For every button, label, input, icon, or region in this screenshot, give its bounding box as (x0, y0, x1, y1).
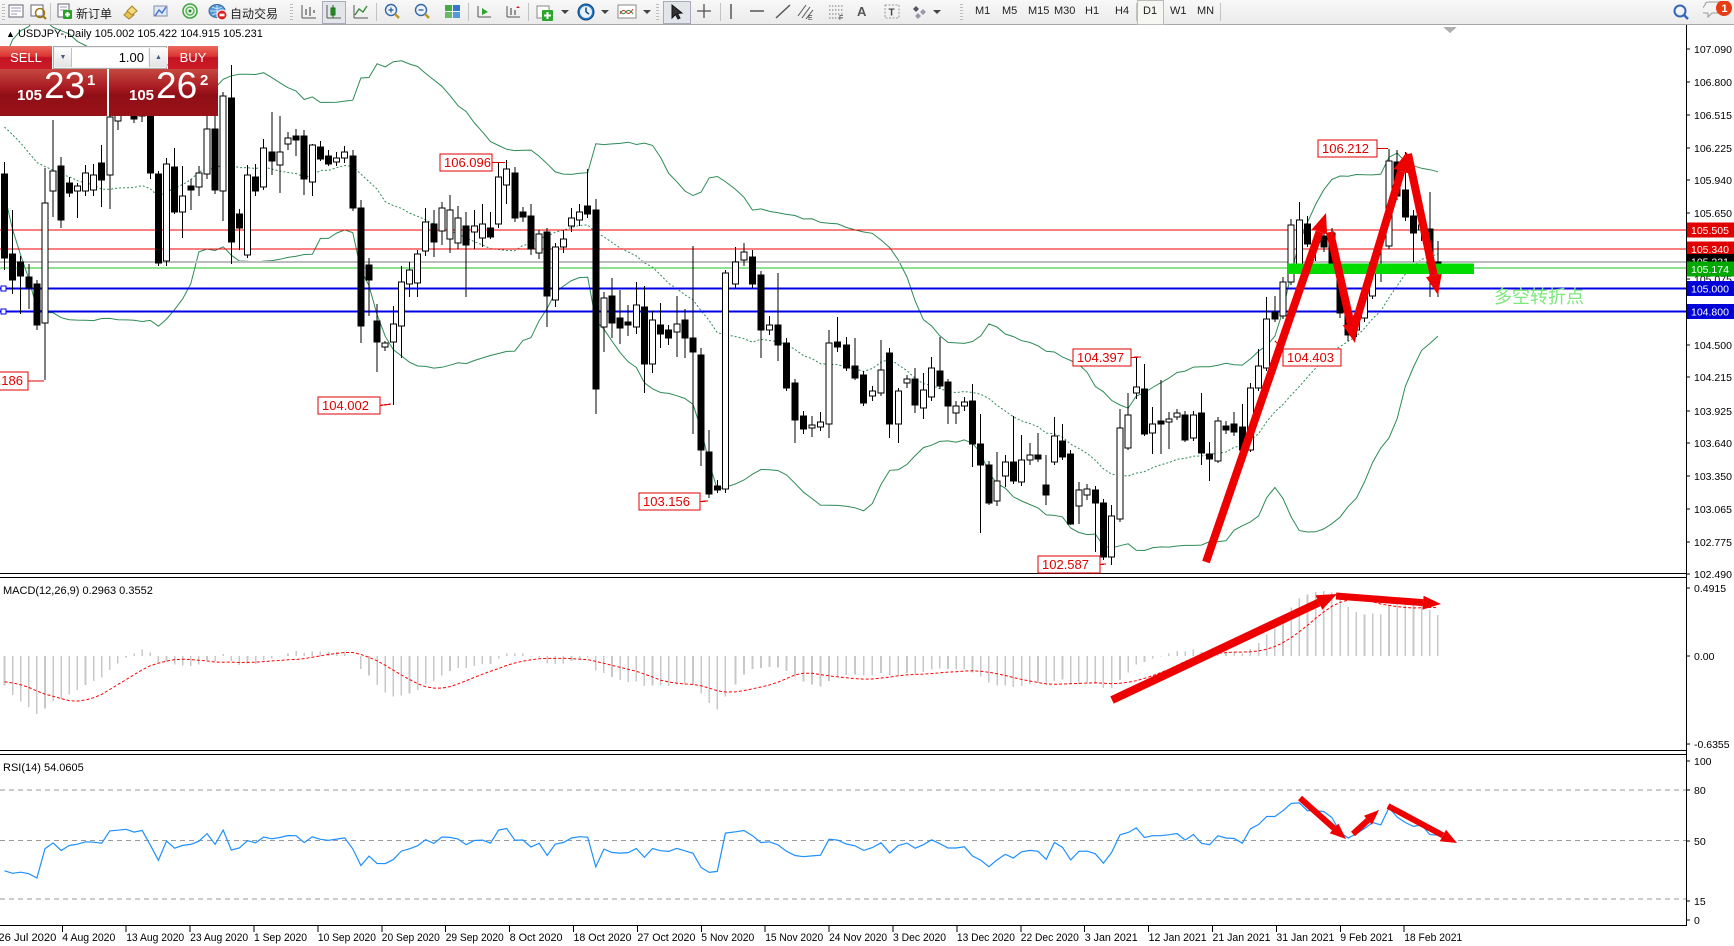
svg-text:103.065: 103.065 (1694, 504, 1732, 516)
svg-text:31 Jan 2021: 31 Jan 2021 (1276, 932, 1334, 944)
svg-text:106.096: 106.096 (444, 155, 491, 170)
svg-text:50: 50 (1694, 836, 1706, 848)
svg-text:102.490: 102.490 (1694, 569, 1732, 581)
svg-text:15: 15 (1694, 896, 1706, 908)
svg-text:13 Aug 2020: 13 Aug 2020 (126, 932, 184, 944)
svg-text:0.4915: 0.4915 (1694, 583, 1726, 595)
svg-text:106.225: 106.225 (1694, 143, 1732, 155)
svg-text:106.800: 106.800 (1694, 77, 1732, 89)
svg-text:105.174: 105.174 (1691, 264, 1729, 276)
svg-text:104.002: 104.002 (322, 398, 369, 413)
svg-text:106.515: 106.515 (1694, 110, 1732, 122)
svg-text:103.156: 103.156 (643, 494, 690, 509)
svg-text:103.350: 103.350 (1694, 471, 1732, 483)
svg-text:103.925: 103.925 (1694, 406, 1732, 418)
svg-text:105.650: 105.650 (1694, 208, 1732, 220)
svg-text:100: 100 (1694, 756, 1712, 768)
svg-text:23 Aug 2020: 23 Aug 2020 (190, 932, 248, 944)
svg-text:13 Dec 2020: 13 Dec 2020 (957, 932, 1015, 944)
svg-text:20 Sep 2020: 20 Sep 2020 (382, 932, 440, 944)
svg-text:多空转折点: 多空转折点 (1494, 287, 1584, 307)
svg-text:22 Dec 2020: 22 Dec 2020 (1021, 932, 1079, 944)
svg-text:106.212: 106.212 (1322, 141, 1369, 156)
svg-text:26 Jul 2020: 26 Jul 2020 (0, 932, 56, 944)
svg-text:3 Dec 2020: 3 Dec 2020 (893, 932, 946, 944)
svg-text:104.500: 104.500 (1694, 340, 1732, 352)
svg-text:18 Feb 2021: 18 Feb 2021 (1404, 932, 1462, 944)
svg-text:1: 1 (1722, 3, 1728, 15)
svg-text:3 Jan 2021: 3 Jan 2021 (1085, 932, 1138, 944)
svg-text:29 Sep 2020: 29 Sep 2020 (446, 932, 504, 944)
svg-text:4 Aug 2020: 4 Aug 2020 (62, 932, 115, 944)
svg-text:1 Sep 2020: 1 Sep 2020 (254, 932, 307, 944)
svg-text:18 Oct 2020: 18 Oct 2020 (574, 932, 632, 944)
svg-text:24 Nov 2020: 24 Nov 2020 (829, 932, 887, 944)
svg-text:107.090: 107.090 (1694, 44, 1732, 56)
svg-text:104.403: 104.403 (1287, 350, 1334, 365)
svg-text:104.186: 104.186 (0, 373, 23, 388)
svg-text:-0.6355: -0.6355 (1694, 739, 1730, 751)
svg-text:80: 80 (1694, 785, 1706, 797)
svg-text:104.215: 104.215 (1694, 372, 1732, 384)
svg-text:0: 0 (1694, 915, 1700, 927)
svg-text:8 Oct 2020: 8 Oct 2020 (510, 932, 563, 944)
svg-text:0.00: 0.00 (1694, 651, 1715, 663)
svg-text:27 Oct 2020: 27 Oct 2020 (637, 932, 695, 944)
svg-text:10 Sep 2020: 10 Sep 2020 (318, 932, 376, 944)
svg-text:9 Feb 2021: 9 Feb 2021 (1340, 932, 1393, 944)
svg-text:105.340: 105.340 (1691, 244, 1729, 256)
svg-text:MACD(12,26,9) 0.2963 0.3552: MACD(12,26,9) 0.2963 0.3552 (3, 585, 153, 597)
svg-text:5 Nov 2020: 5 Nov 2020 (701, 932, 754, 944)
svg-text:15 Nov 2020: 15 Nov 2020 (765, 932, 823, 944)
svg-text:103.640: 103.640 (1694, 438, 1732, 450)
svg-text:12 Jan 2021: 12 Jan 2021 (1149, 932, 1207, 944)
svg-text:102.587: 102.587 (1042, 557, 1089, 572)
svg-text:104.800: 104.800 (1691, 307, 1729, 319)
svg-text:T: T (889, 8, 895, 19)
svg-text:104.397: 104.397 (1077, 350, 1124, 365)
svg-text:F: F (839, 15, 843, 21)
svg-text:105.940: 105.940 (1694, 175, 1732, 187)
svg-text:105.000: 105.000 (1691, 284, 1729, 296)
svg-text:102.775: 102.775 (1694, 537, 1732, 549)
svg-text:RSI(14) 54.0605: RSI(14) 54.0605 (3, 762, 84, 774)
svg-text:E: E (808, 15, 813, 21)
svg-text:105.505: 105.505 (1691, 225, 1729, 237)
svg-text:21 Jan 2021: 21 Jan 2021 (1213, 932, 1271, 944)
